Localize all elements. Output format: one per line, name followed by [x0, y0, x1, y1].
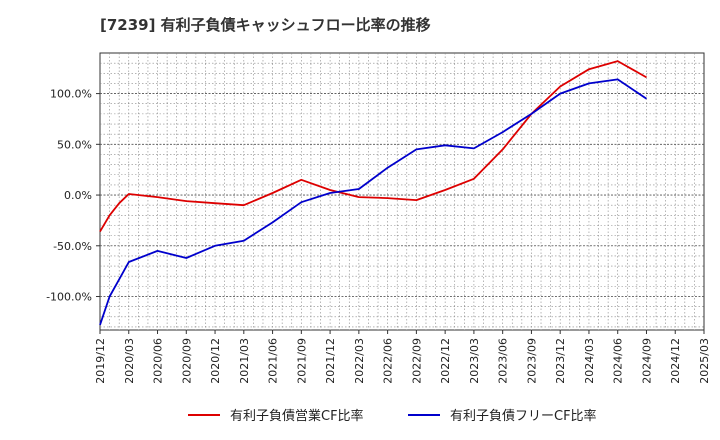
x-tick-label: 2025/03 — [698, 338, 711, 384]
x-tick-label: 2021/09 — [295, 338, 308, 384]
x-tick-label: 2022/03 — [353, 338, 366, 384]
x-axis: 2019/12 2020/03 2020/06 2020/09 2020/12 2021/… — [94, 330, 711, 384]
x-tick-label: 2019/12 — [94, 338, 107, 384]
x-tick-label: 2023/03 — [468, 338, 481, 384]
plot-area — [99, 52, 705, 331]
x-tick-label: 2023/06 — [497, 338, 510, 384]
legend-label: 有利子負債フリーCF比率 — [450, 408, 597, 424]
x-tick-label: 2021/12 — [324, 338, 337, 384]
x-tick-label: 2022/06 — [382, 338, 395, 384]
x-tick-label: 2020/06 — [152, 338, 165, 384]
legend-label: 有利子負債営業CF比率 — [230, 408, 364, 424]
y-axis: -100.0% -50.0% 0.0% 50.0% 100.0% — [46, 88, 100, 304]
y-tick-label: 100.0% — [50, 88, 92, 101]
gridlines — [100, 53, 704, 330]
x-tick-label: 2020/09 — [180, 338, 193, 384]
y-tick-label: -100.0% — [46, 291, 92, 304]
x-tick-label: 2021/06 — [267, 338, 280, 384]
x-tick-label: 2024/03 — [583, 338, 596, 384]
x-tick-label: 2023/12 — [554, 338, 567, 384]
x-tick-label: 2022/12 — [439, 338, 452, 384]
series-line-2 — [99, 78, 648, 326]
series-lines — [99, 60, 648, 326]
series-line-1 — [99, 60, 647, 233]
x-tick-label: 2024/09 — [640, 338, 653, 384]
y-tick-label: -50.0% — [53, 240, 92, 253]
x-tick-label: 2020/03 — [123, 338, 136, 384]
x-tick-label: 2024/06 — [612, 338, 625, 384]
x-tick-label: 2024/12 — [669, 338, 682, 384]
x-tick-label: 2021/03 — [238, 338, 251, 384]
x-tick-label: 2022/09 — [410, 338, 423, 384]
x-tick-label: 2020/12 — [209, 338, 222, 384]
x-tick-label: 2023/09 — [525, 338, 538, 384]
y-tick-label: 0.0% — [64, 189, 92, 202]
y-tick-label: 50.0% — [57, 138, 92, 151]
chart-title: [7239] 有利子負債キャッシュフロー比率の推移 — [100, 16, 431, 34]
legend: 有利子負債営業CF比率 有利子負債フリーCF比率 — [188, 408, 597, 424]
